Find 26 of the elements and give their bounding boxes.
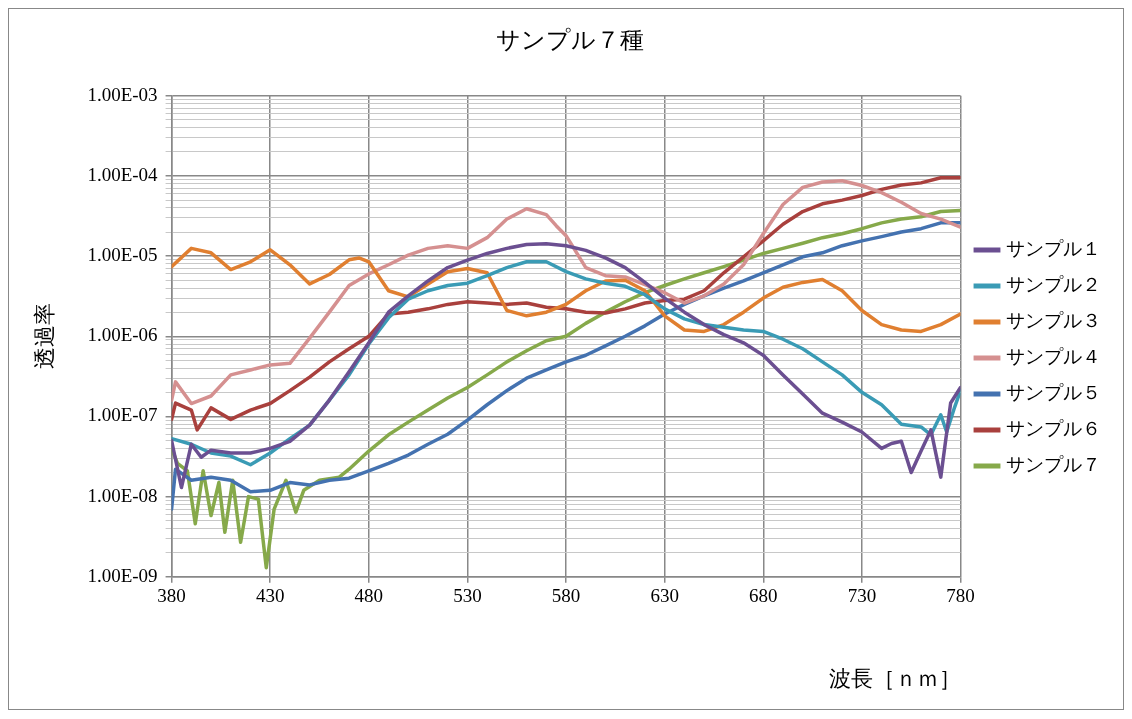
- legend-label: サンプル４: [1006, 345, 1101, 367]
- x-tick-label: 430: [255, 585, 285, 607]
- y-axis-title: 透過率: [31, 303, 57, 370]
- legend-label: サンプル２: [1006, 273, 1101, 295]
- x-tick-label: 680: [749, 585, 778, 607]
- legend-label: サンプル６: [1006, 417, 1101, 439]
- legend-label: サンプル１: [1006, 237, 1101, 259]
- legend-label: サンプル５: [1006, 381, 1101, 403]
- y-tick-label: 1.00E-03: [87, 83, 158, 105]
- x-tick-label: 580: [551, 585, 581, 607]
- x-tick-label: 380: [157, 585, 186, 607]
- chart-title: サンプル７種: [496, 26, 644, 53]
- y-tick-label: 1.00E-05: [87, 244, 158, 266]
- x-tick-label: 780: [946, 585, 975, 607]
- x-tick-label: 730: [847, 585, 877, 607]
- legend-label: サンプル７: [1006, 453, 1101, 475]
- y-tick-label: 1.00E-06: [87, 324, 158, 346]
- x-tick-label: 480: [354, 585, 384, 607]
- y-tick-label: 1.00E-09: [87, 564, 158, 586]
- x-tick-label: 630: [650, 585, 679, 607]
- legend-label: サンプル３: [1006, 309, 1101, 331]
- x-axis-title: 波長［ｎｍ］: [828, 665, 961, 691]
- y-tick-label: 1.00E-07: [87, 404, 158, 426]
- y-tick-label: 1.00E-08: [87, 484, 158, 506]
- x-tick-label: 530: [453, 585, 482, 607]
- y-tick-label: 1.00E-04: [87, 163, 159, 185]
